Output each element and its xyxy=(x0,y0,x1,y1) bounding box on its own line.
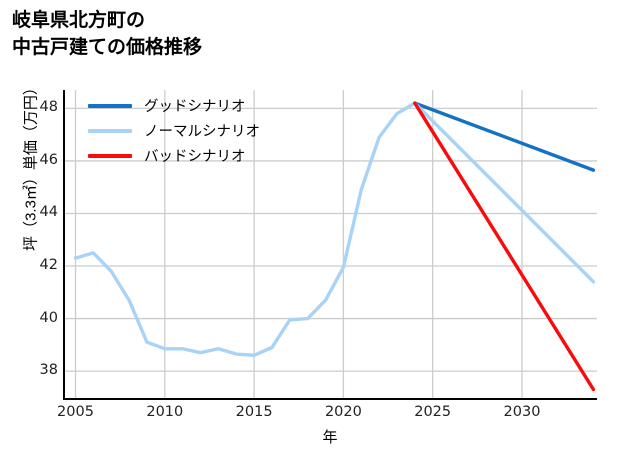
y-axis-spine xyxy=(63,90,65,400)
series-line-2 xyxy=(413,101,596,284)
x-axis-tick-labels: 2005 2010 2015 2020 2025 2030 xyxy=(57,404,597,426)
x-tick-label: 2015 xyxy=(235,404,273,420)
x-tick-label: 2020 xyxy=(324,404,362,420)
legend-color-swatch xyxy=(88,153,132,158)
legend-label: グッドシナリオ xyxy=(144,99,246,115)
y-axis-tick-labels: 38 40 42 44 46 48 xyxy=(28,90,58,400)
series-line-1 xyxy=(413,101,596,172)
legend-item: バッドシナリオ xyxy=(88,143,308,168)
x-tick-label: 2030 xyxy=(503,404,541,420)
legend-color-swatch xyxy=(88,103,132,108)
page-title: 岐阜県北方町の 中古戸建ての価格推移 xyxy=(12,10,203,58)
legend-item: ノーマルシナリオ xyxy=(88,118,308,143)
legend-label: バッドシナリオ xyxy=(144,149,246,165)
y-axis-title: 坪（3.3㎡）単価（万円） xyxy=(22,80,40,251)
chart-canvas xyxy=(63,90,597,400)
y-tick-label: 40 xyxy=(39,309,58,326)
y-tick-label: 42 xyxy=(39,257,58,274)
x-tick-label: 2005 xyxy=(57,404,94,420)
chart-legend: グッドシナリオ ノーマルシナリオ バッドシナリオ xyxy=(88,93,308,168)
y-tick-label: 48 xyxy=(39,99,58,116)
plot-area xyxy=(63,90,597,400)
y-tick-label: 46 xyxy=(39,151,58,168)
legend-item: グッドシナリオ xyxy=(88,93,308,118)
x-tick-label: 2025 xyxy=(414,404,452,420)
legend-color-swatch xyxy=(88,128,132,133)
x-axis-title: 年 xyxy=(322,429,338,446)
x-tick-label: 2010 xyxy=(146,404,184,420)
y-tick-label: 44 xyxy=(39,204,58,221)
series-line-0 xyxy=(73,101,417,358)
legend-label: ノーマルシナリオ xyxy=(144,124,260,140)
x-axis-spine xyxy=(63,398,597,400)
series-line-3 xyxy=(413,101,596,392)
series-lines xyxy=(73,101,596,392)
gridlines xyxy=(63,90,597,400)
y-tick-label: 38 xyxy=(39,362,58,379)
